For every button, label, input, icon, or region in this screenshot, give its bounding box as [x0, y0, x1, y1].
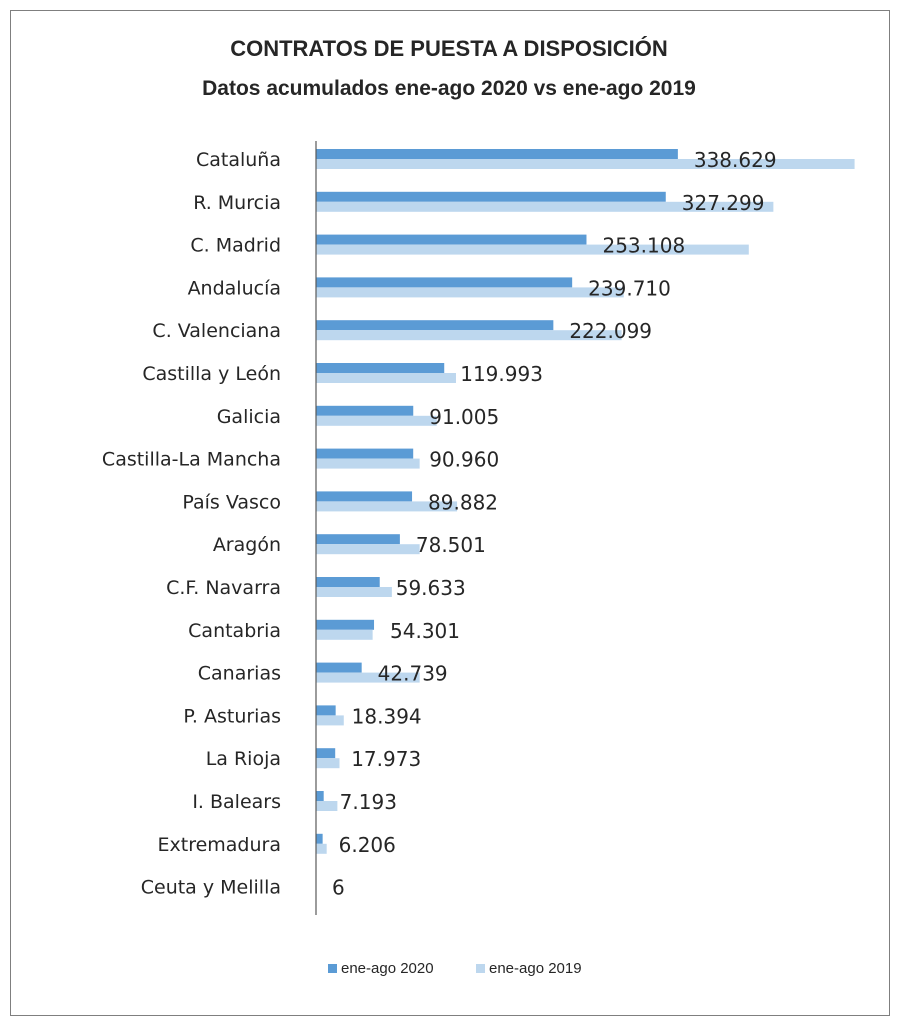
bar-series2-cat-3 [316, 287, 624, 298]
bar-series1-cat-0 [316, 149, 678, 159]
bars-group [316, 149, 855, 897]
data-label-cat-1: 327.299 [682, 191, 765, 215]
data-labels: 338.629 327.299 253.108 239.710 222.099 119.9… [332, 148, 777, 900]
bar-series1-cat-3 [316, 277, 573, 288]
bar-series2-cat-4 [316, 330, 622, 341]
bar-series2-cat-8 [316, 501, 458, 512]
bar-series2-cat-10 [316, 587, 392, 597]
bar-series1-cat-10 [316, 577, 380, 587]
chart-svg: CONTRATOS DE PUESTA A DISPOSICIÓN Datos … [102, 36, 855, 977]
category-label-cat-17: Ceuta y Melilla [141, 877, 281, 899]
category-label-cat-2: C. Madrid [190, 235, 281, 257]
data-label-cat-10: 59.633 [396, 576, 466, 600]
bar-series1-cat-9 [316, 534, 400, 545]
category-label-cat-10: C.F. Navarra [166, 577, 281, 599]
data-label-cat-13: 18.394 [352, 704, 422, 728]
category-label-cat-11: Cantabria [188, 620, 281, 642]
data-label-cat-9: 78.501 [416, 533, 486, 557]
category-labels: Cataluña R. Murcia C. Madrid Andalucía C. Va… [102, 149, 281, 899]
data-label-cat-7: 90.960 [429, 448, 499, 472]
bar-series1-cat-8 [316, 491, 413, 502]
bar-series1-cat-13 [316, 705, 336, 716]
bar-series1-cat-14 [316, 748, 336, 759]
bar-series2-cat-11 [316, 629, 373, 640]
data-label-cat-17: 6 [332, 876, 345, 900]
bar-series1-cat-11 [316, 619, 375, 630]
data-label-cat-5: 119.993 [460, 362, 543, 386]
category-label-cat-5: Castilla y León [142, 363, 281, 385]
category-label-cat-3: Andalucía [188, 277, 281, 299]
bar-series1-cat-6 [316, 405, 414, 416]
bar-series1-cat-12 [316, 662, 362, 673]
data-label-cat-4: 222.099 [569, 319, 652, 343]
category-label-cat-14: La Rioja [206, 748, 281, 770]
bar-series1-cat-1 [316, 191, 666, 202]
bar-series2-cat-16 [316, 843, 327, 854]
bar-series1-cat-16 [316, 833, 323, 844]
category-label-cat-15: I. Balears [192, 791, 281, 813]
bar-series1-cat-4 [316, 320, 554, 331]
bar-series2-cat-7 [316, 458, 420, 469]
legend-label-1: ene-ago 2020 [341, 960, 434, 977]
category-label-cat-6: Galicia [217, 406, 281, 428]
chart-title: CONTRATOS DE PUESTA A DISPOSICIÓN [230, 36, 668, 61]
legend: ene-ago 2020 ene-ago 2019 [328, 960, 582, 977]
data-label-cat-8: 89.882 [428, 490, 498, 514]
category-label-cat-4: C. Valenciana [152, 320, 281, 342]
data-label-cat-3: 239.710 [588, 276, 671, 300]
bar-series2-cat-15 [316, 801, 338, 811]
category-label-cat-16: Extremadura [158, 834, 282, 856]
data-label-cat-2: 253.108 [602, 234, 685, 258]
category-label-cat-9: Aragón [213, 534, 281, 556]
category-label-cat-1: R. Murcia [193, 192, 281, 214]
legend-swatch-1 [328, 964, 337, 973]
bar-series2-cat-2 [316, 244, 749, 255]
bar-series2-cat-0 [316, 159, 855, 169]
legend-swatch-2 [476, 964, 485, 973]
bar-series2-cat-13 [316, 715, 344, 726]
chart-frame: CONTRATOS DE PUESTA A DISPOSICIÓN Datos … [10, 10, 890, 1016]
category-label-cat-8: País Vasco [182, 491, 281, 513]
bar-series2-cat-6 [316, 415, 437, 426]
data-label-cat-11: 54.301 [390, 619, 460, 643]
bar-series2-cat-12 [316, 672, 420, 683]
data-label-cat-12: 42.739 [378, 662, 448, 686]
bar-series1-cat-7 [316, 448, 414, 459]
chart-subtitle: Datos acumulados ene-ago 2020 vs ene-ago… [202, 77, 696, 100]
data-label-cat-0: 338.629 [694, 148, 777, 172]
bar-series1-cat-15 [316, 791, 324, 801]
legend-label-2: ene-ago 2019 [489, 960, 582, 977]
bar-series2-cat-5 [316, 373, 456, 383]
category-label-cat-13: P. Asturias [183, 705, 281, 727]
category-label-cat-12: Canarias [198, 663, 281, 685]
bar-series1-cat-2 [316, 234, 587, 245]
bar-series2-cat-14 [316, 758, 340, 769]
data-label-cat-16: 6.206 [339, 833, 396, 857]
bar-series1-cat-5 [316, 363, 445, 373]
data-label-cat-6: 91.005 [429, 405, 499, 429]
bar-series2-cat-9 [316, 544, 420, 555]
category-label-cat-7: Castilla-La Mancha [102, 449, 281, 471]
category-label-cat-0: Cataluña [196, 149, 281, 171]
data-label-cat-15: 7.193 [340, 790, 397, 814]
bar-series2-cat-1 [316, 201, 774, 212]
data-label-cat-14: 17.973 [351, 747, 421, 771]
